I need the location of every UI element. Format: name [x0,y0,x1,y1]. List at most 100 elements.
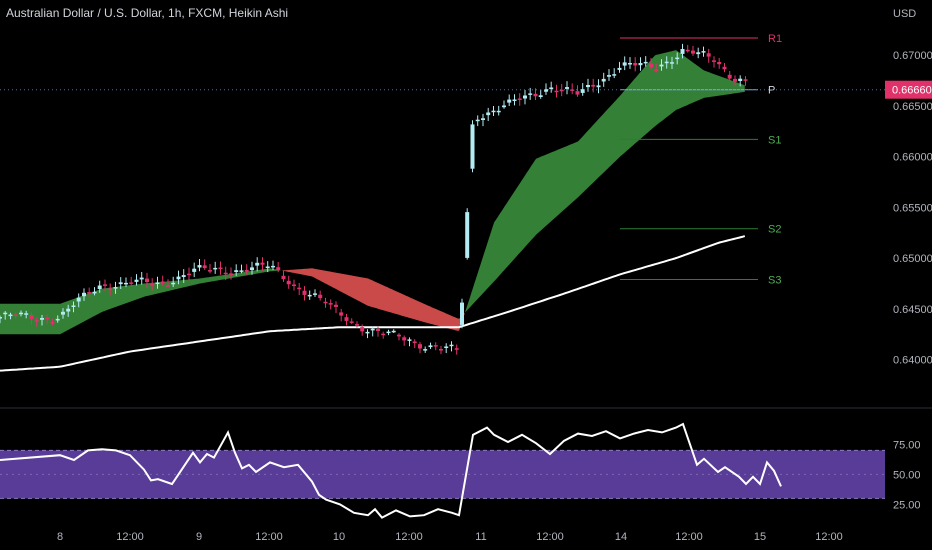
candle-body [71,305,76,307]
candle [628,57,632,69]
candle [97,280,102,293]
candle-body [13,314,18,316]
candle-body [223,272,228,275]
candle-body [118,282,123,285]
candle [355,321,359,328]
candle [475,115,480,127]
main-pane[interactable]: R1 P S1 S2 S3 [0,33,932,409]
candle-body [197,265,202,268]
candle-body [8,314,13,317]
price-tick-label: 0.64000 [893,355,932,367]
candle-body [638,63,643,66]
candle [565,81,569,95]
candle [460,298,464,329]
candle-body [45,317,50,320]
price-tick-label: 0.66500 [893,101,932,113]
candle [670,56,674,69]
candle [738,75,743,87]
time-tick-label: 11 [475,531,486,543]
candle [87,287,92,297]
candle-body [181,275,186,277]
candle [649,58,653,70]
candle [575,85,580,97]
candle-body [507,99,512,103]
candle-body [66,308,71,312]
candle [601,72,606,87]
candle [76,293,81,308]
chart-title: Australian Dollar / U.S. Dollar, 1h, FXC… [6,6,289,20]
candle-body [465,212,470,258]
currency-label: USD [893,8,916,20]
candle-body [633,63,638,66]
price-tick-label: 0.66000 [893,152,932,164]
candle-body [61,311,65,315]
candle-body [512,99,517,101]
candle-body [103,284,107,286]
candle [187,267,191,281]
candle [617,61,622,73]
candle-body [349,321,354,323]
candle [265,261,270,273]
candle-body [423,349,428,351]
candle [40,315,44,326]
price-tick-label: 0.65500 [893,202,932,214]
rsi-pane[interactable] [0,422,885,519]
candle [486,107,491,121]
ema-band-bull-0 [0,268,282,335]
candle [328,299,333,310]
candle-body [355,324,359,326]
candle-body [234,270,239,272]
candle-body [260,262,265,265]
candle [549,81,554,93]
candle-body [675,57,680,60]
ema-band-bull-2 [464,50,745,314]
candle-body [108,288,113,290]
candle [528,87,533,100]
candle-body [250,267,254,271]
candle-body [208,270,212,272]
candle [591,78,596,93]
candle-body [129,282,134,284]
candle-body [323,301,328,304]
candle-body [418,344,422,349]
candle-body [113,287,118,289]
candle [743,76,748,86]
candle [659,59,664,71]
candle-body [150,284,155,286]
candle [376,326,380,337]
candle [208,264,212,274]
candle [145,272,149,288]
candle-body [685,49,690,52]
candle [397,333,401,341]
candle [517,93,522,106]
candle [218,261,223,275]
candle [622,56,627,71]
candle [166,279,170,288]
time-axis[interactable]: 8 12:00 9 12:00 10 12:00 11 12:00 14 12:00 15 12:00 [57,531,843,543]
candle [229,267,233,280]
candle [66,304,71,317]
candle [134,274,139,286]
candle-body [255,262,260,266]
candle [454,344,459,355]
candle-body [691,50,695,54]
candle [139,272,144,285]
candle-body [176,276,181,280]
rsi-axis[interactable]: 75.00 50.00 25.00 [893,439,921,511]
candle [607,69,611,81]
candle-body [82,292,86,297]
candle-body [649,63,653,68]
candle-body [139,277,144,280]
candle [449,341,454,352]
candle [381,331,386,339]
price-axis[interactable]: 0.66660 0.67000 0.66500 0.66000 0.65500 0.650… [885,50,932,367]
time-tick-label: 9 [196,531,202,543]
candle [155,276,160,289]
candle-body [533,93,538,97]
candle-body [596,85,601,88]
candle [727,71,732,81]
rsi-tick-label: 25.00 [893,499,921,511]
candle [45,314,50,325]
candle-body [517,98,522,100]
candle [0,315,2,324]
